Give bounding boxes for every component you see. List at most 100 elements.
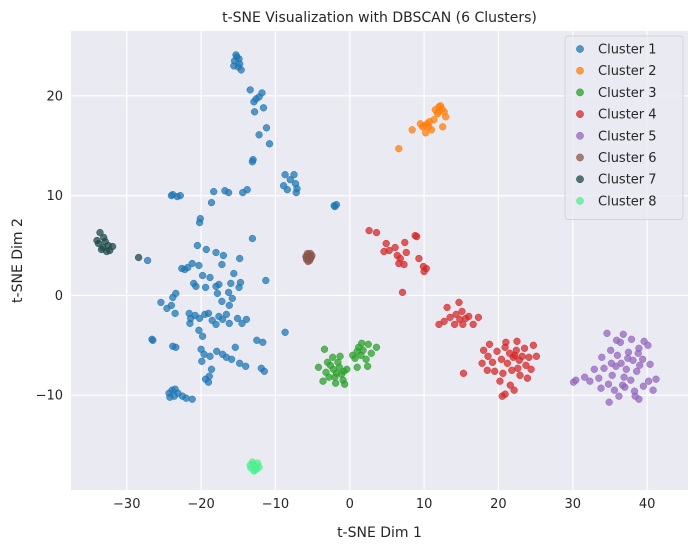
data-point	[525, 353, 533, 361]
data-point	[458, 307, 466, 316]
data-point	[314, 363, 323, 371]
data-point	[421, 129, 430, 137]
data-point	[479, 346, 488, 354]
data-point	[202, 245, 210, 254]
data-point	[503, 359, 512, 367]
data-point	[511, 351, 519, 359]
data-point	[358, 339, 366, 347]
series-3	[314, 339, 381, 388]
data-point	[265, 140, 274, 148]
data-point	[182, 394, 190, 402]
data-point	[255, 131, 263, 139]
y-axis-label: t-SNE Dim 2	[10, 218, 26, 303]
data-point	[649, 386, 657, 394]
legend-label: Cluster 6	[598, 151, 657, 166]
data-point	[212, 320, 220, 329]
data-point	[206, 273, 214, 282]
data-point	[320, 345, 329, 353]
x-tick-label: −30	[113, 497, 140, 512]
data-point	[331, 379, 340, 387]
legend-label: Cluster 7	[598, 173, 657, 188]
data-point	[236, 254, 244, 263]
data-point	[331, 202, 339, 211]
data-point	[485, 340, 494, 348]
data-point	[401, 238, 409, 247]
data-point	[639, 355, 647, 363]
legend-label: Cluster 4	[598, 108, 657, 123]
legend-marker	[576, 66, 584, 75]
chart-title: t-SNE Visualization with DBSCAN (6 Clust…	[222, 10, 537, 26]
data-point	[439, 123, 447, 131]
x-tick-label: 10	[416, 497, 433, 512]
data-point	[382, 239, 390, 248]
data-point	[259, 104, 268, 112]
data-point	[365, 226, 373, 235]
data-point	[248, 234, 257, 243]
data-point	[450, 320, 459, 329]
data-point	[402, 248, 410, 257]
data-point	[610, 386, 619, 394]
data-point	[622, 365, 630, 373]
legend-label: Cluster 8	[598, 194, 657, 209]
data-point	[491, 367, 499, 375]
data-point	[607, 359, 616, 367]
legend-marker	[576, 110, 584, 118]
data-point	[518, 352, 526, 360]
data-point	[604, 380, 613, 388]
data-point	[408, 126, 416, 134]
data-point	[204, 309, 213, 318]
data-point	[502, 338, 510, 346]
data-point	[506, 381, 514, 389]
series-4	[365, 226, 541, 400]
data-point	[167, 191, 176, 200]
data-point	[292, 188, 300, 197]
data-point	[176, 191, 184, 200]
data-point	[225, 301, 233, 310]
data-point	[646, 360, 654, 368]
data-point	[442, 113, 450, 121]
x-tick-label: 40	[639, 497, 656, 512]
data-point	[415, 254, 423, 263]
data-point	[624, 354, 632, 362]
x-tick-label: 20	[490, 497, 507, 512]
x-tick-label: 0	[346, 497, 354, 512]
data-point	[349, 351, 357, 359]
data-point	[188, 395, 196, 403]
data-point	[595, 374, 603, 382]
data-point	[615, 392, 623, 400]
data-point	[639, 382, 648, 390]
data-point	[364, 340, 372, 348]
data-point	[172, 343, 180, 351]
data-point	[290, 171, 298, 179]
data-point	[434, 108, 442, 116]
data-point	[474, 313, 483, 322]
data-point	[279, 182, 288, 190]
data-point	[227, 355, 236, 363]
legend-marker	[576, 45, 584, 53]
data-point	[166, 393, 174, 401]
legend-marker	[576, 153, 584, 162]
data-point	[213, 289, 222, 298]
data-point	[184, 263, 192, 272]
data-point	[498, 392, 506, 400]
data-point	[235, 283, 243, 292]
data-point	[281, 328, 289, 336]
data-point	[93, 236, 101, 245]
data-point	[493, 347, 501, 355]
data-point	[398, 288, 407, 297]
data-point	[523, 374, 532, 382]
data-point	[259, 338, 267, 346]
data-point	[193, 241, 202, 250]
data-point	[372, 343, 381, 351]
data-point	[233, 314, 242, 323]
data-point	[218, 297, 226, 306]
data-point	[250, 98, 258, 106]
data-point	[207, 198, 216, 207]
data-point	[302, 253, 311, 262]
data-point	[522, 361, 530, 369]
data-point	[286, 176, 294, 184]
data-point	[218, 315, 227, 324]
data-point	[186, 319, 194, 328]
data-point	[227, 279, 235, 288]
data-point	[228, 294, 236, 303]
